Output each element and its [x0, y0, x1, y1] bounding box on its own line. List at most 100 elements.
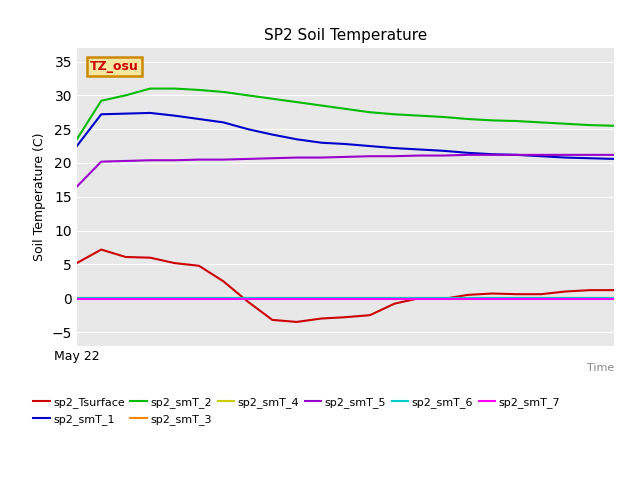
sp2_Tsurface: [513, 291, 520, 297]
sp2_smT_4: [390, 295, 398, 301]
sp2_smT_4: [97, 295, 105, 301]
sp2_smT_2: [586, 122, 594, 128]
sp2_smT_4: [513, 295, 520, 301]
sp2_smT_7: [73, 296, 81, 301]
sp2_smT_5: [586, 152, 594, 158]
sp2_smT_6: [513, 295, 520, 301]
sp2_smT_1: [440, 148, 447, 154]
sp2_smT_1: [293, 136, 301, 142]
sp2_smT_1: [366, 143, 374, 149]
Line: sp2_smT_2: sp2_smT_2: [77, 89, 614, 139]
sp2_smT_6: [464, 295, 472, 301]
sp2_smT_6: [415, 295, 423, 301]
sp2_smT_3: [122, 295, 129, 301]
sp2_Tsurface: [220, 278, 227, 284]
sp2_smT_2: [244, 93, 252, 98]
sp2_smT_7: [268, 296, 276, 301]
sp2_smT_5: [195, 156, 203, 162]
sp2_smT_7: [317, 296, 325, 301]
sp2_smT_3: [342, 295, 349, 301]
sp2_smT_2: [171, 86, 179, 92]
sp2_smT_6: [122, 295, 129, 301]
sp2_Tsurface: [586, 287, 594, 293]
sp2_smT_2: [611, 123, 618, 129]
sp2_smT_4: [366, 295, 374, 301]
sp2_smT_6: [317, 295, 325, 301]
sp2_smT_5: [366, 153, 374, 159]
sp2_smT_4: [537, 295, 545, 301]
sp2_smT_4: [147, 295, 154, 301]
sp2_smT_6: [73, 295, 81, 301]
sp2_smT_5: [390, 153, 398, 159]
sp2_smT_1: [268, 132, 276, 137]
sp2_smT_2: [317, 103, 325, 108]
sp2_smT_4: [586, 295, 594, 301]
sp2_smT_7: [244, 296, 252, 301]
sp2_smT_6: [171, 295, 179, 301]
sp2_smT_5: [147, 157, 154, 163]
sp2_smT_6: [220, 295, 227, 301]
sp2_Tsurface: [390, 301, 398, 307]
sp2_Tsurface: [537, 291, 545, 297]
sp2_smT_2: [122, 93, 129, 98]
sp2_smT_5: [440, 153, 447, 158]
sp2_smT_3: [171, 295, 179, 301]
sp2_Tsurface: [342, 314, 349, 320]
sp2_smT_5: [611, 152, 618, 158]
sp2_smT_2: [147, 86, 154, 92]
sp2_smT_6: [342, 295, 349, 301]
sp2_smT_3: [220, 295, 227, 301]
sp2_smT_6: [293, 295, 301, 301]
sp2_smT_1: [415, 146, 423, 152]
Line: sp2_Tsurface: sp2_Tsurface: [77, 250, 614, 322]
sp2_smT_1: [147, 110, 154, 116]
sp2_smT_5: [562, 152, 570, 158]
sp2_smT_4: [317, 295, 325, 301]
sp2_smT_3: [366, 295, 374, 301]
sp2_smT_6: [244, 295, 252, 301]
sp2_Tsurface: [562, 288, 570, 294]
sp2_Tsurface: [317, 316, 325, 322]
sp2_Tsurface: [122, 254, 129, 260]
sp2_smT_2: [293, 99, 301, 105]
Legend: sp2_Tsurface, sp2_smT_1, sp2_smT_2, sp2_smT_3, sp2_smT_4, sp2_smT_5, sp2_smT_6, : sp2_Tsurface, sp2_smT_1, sp2_smT_2, sp2_…: [29, 393, 565, 429]
sp2_smT_1: [97, 111, 105, 117]
sp2_smT_1: [562, 155, 570, 160]
sp2_smT_4: [488, 295, 496, 301]
sp2_smT_3: [73, 295, 81, 301]
sp2_smT_1: [586, 156, 594, 161]
sp2_smT_6: [586, 295, 594, 301]
sp2_smT_7: [195, 296, 203, 301]
sp2_smT_4: [73, 295, 81, 301]
sp2_smT_5: [415, 153, 423, 158]
sp2_smT_5: [464, 152, 472, 158]
sp2_smT_4: [171, 295, 179, 301]
sp2_smT_2: [415, 113, 423, 119]
sp2_smT_7: [415, 296, 423, 301]
sp2_smT_6: [97, 295, 105, 301]
sp2_smT_2: [440, 114, 447, 120]
sp2_smT_3: [415, 295, 423, 301]
sp2_smT_1: [537, 153, 545, 159]
sp2_smT_5: [342, 154, 349, 160]
sp2_smT_1: [390, 145, 398, 151]
sp2_smT_5: [244, 156, 252, 162]
sp2_smT_5: [537, 152, 545, 158]
sp2_smT_3: [390, 295, 398, 301]
sp2_smT_7: [611, 296, 618, 301]
sp2_smT_7: [464, 296, 472, 301]
sp2_smT_2: [97, 98, 105, 104]
sp2_smT_3: [537, 295, 545, 301]
sp2_smT_6: [488, 295, 496, 301]
sp2_smT_5: [122, 158, 129, 164]
sp2_smT_5: [317, 155, 325, 160]
Text: TZ_osu: TZ_osu: [90, 60, 139, 73]
sp2_smT_2: [537, 120, 545, 125]
sp2_smT_4: [611, 295, 618, 301]
sp2_smT_1: [317, 140, 325, 145]
sp2_smT_5: [171, 157, 179, 163]
sp2_smT_3: [611, 295, 618, 301]
sp2_smT_7: [586, 296, 594, 301]
sp2_smT_5: [220, 156, 227, 162]
sp2_smT_3: [586, 295, 594, 301]
